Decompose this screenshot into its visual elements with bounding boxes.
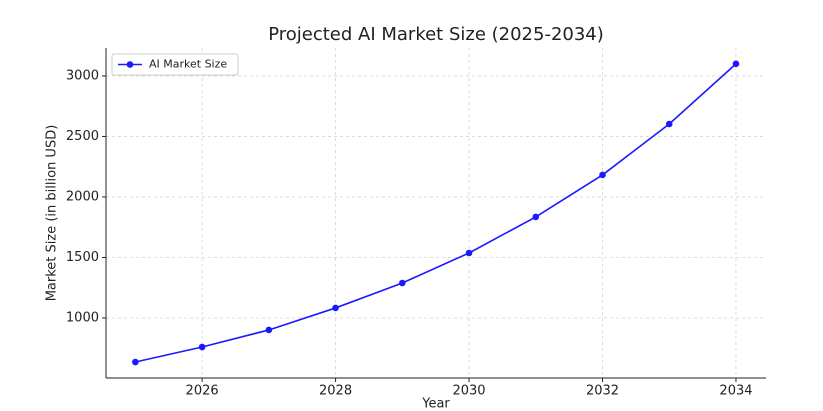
legend-label: AI Market Size (149, 58, 227, 71)
data-point (332, 304, 339, 312)
data-point (398, 279, 406, 287)
x-tick-label: 2032 (586, 384, 619, 399)
x-tick-label: 2026 (186, 384, 219, 399)
data-point (599, 171, 606, 179)
legend-box (111, 53, 239, 76)
y-tick-label: 1500 (66, 250, 99, 265)
data-point (665, 120, 673, 128)
data-point (265, 326, 273, 334)
x-tick-label: 2034 (719, 384, 752, 399)
data-point (532, 213, 540, 221)
y-tick-label: 2500 (66, 129, 99, 144)
data-point (198, 343, 206, 351)
legend-marker (126, 61, 134, 68)
y-tick-label: 1000 (66, 310, 99, 325)
series-line (135, 63, 737, 363)
y-tick-label: 2000 (66, 189, 99, 204)
chart-title: Projected AI Market Size (2025-2034) (268, 24, 604, 45)
x-tick-label: 2028 (319, 384, 352, 399)
data-point (465, 249, 473, 257)
y-tick-label: 3000 (66, 68, 99, 83)
y-axis-label: Market Size (in billion USD) (45, 125, 60, 302)
x-axis-label: Year (421, 397, 450, 411)
x-tick-label: 2030 (452, 384, 485, 399)
data-point (132, 358, 139, 366)
data-point (732, 60, 740, 68)
